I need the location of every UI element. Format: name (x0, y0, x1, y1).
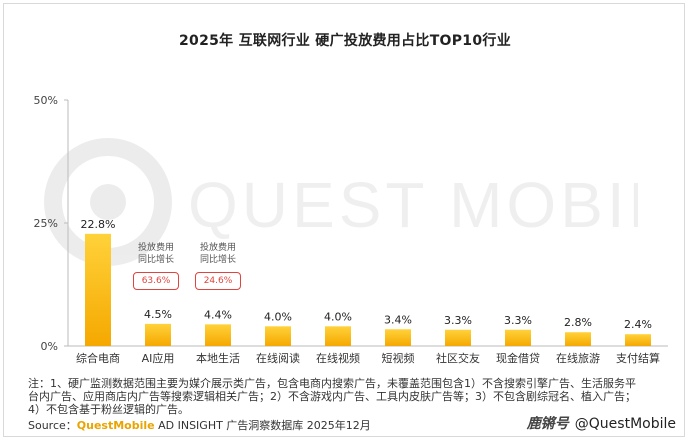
bar (85, 233, 111, 346)
x-tick-label: 现金借贷 (496, 351, 540, 365)
bar-value-label: 3.3% (504, 314, 532, 327)
bar-value-label: 3.4% (384, 313, 412, 326)
source-prefix: Source： (28, 419, 77, 432)
growth-annotation-local-label: 投放费用 同比增长 (194, 242, 242, 266)
bar-value-label: 3.3% (444, 314, 472, 327)
bar (145, 323, 171, 346)
growth-annotation-ai-line2: 同比增长 (137, 255, 174, 265)
bar-value-label: 4.5% (144, 308, 172, 321)
growth-annotation-ai-label: 投放费用 同比增长 (132, 242, 180, 266)
bar (445, 329, 471, 346)
bar-value-label: 2.4% (624, 318, 652, 331)
bar-value-label: 2.8% (564, 316, 592, 329)
x-tick-label: 本地生活 (196, 351, 240, 365)
y-tick-label: 0% (41, 340, 58, 353)
y-tick-label: 50% (34, 94, 58, 107)
growth-annotation-local-value: 24.6% (195, 272, 241, 290)
credit-handle: @QuestMobile (574, 416, 676, 432)
bar (385, 329, 411, 346)
source-line: Source：QuestMobile AD INSIGHT 广告洞察数据库 20… (28, 417, 371, 433)
bar (265, 326, 291, 346)
x-tick-label: 在线阅读 (256, 351, 300, 365)
growth-annotation-local-line2: 同比增长 (199, 255, 236, 265)
bar-value-label: 4.0% (264, 310, 292, 323)
watermark-logo: QUEST MOBILE (44, 138, 638, 266)
source-brand: QuestMobile (76, 419, 155, 432)
bar-value-label: 4.0% (324, 310, 352, 323)
footnote: 注：1、硬广监测数据范围主要为媒介展示类广告，包含电商内搜索广告，未覆盖范围包含… (28, 377, 636, 416)
x-tick-label: 综合电商 (76, 351, 120, 365)
x-tick-label: 在线旅游 (556, 351, 600, 365)
x-tick-label: 支付结算 (616, 351, 660, 365)
x-tick-label: 在线视频 (316, 351, 360, 365)
bar (625, 334, 651, 346)
bar (565, 332, 591, 346)
growth-annotation-local-line1: 投放费用 (199, 243, 236, 253)
source-rest: AD INSIGHT 广告洞察数据库 2025年12月 (154, 419, 371, 432)
y-tick-label: 25% (34, 217, 58, 230)
bar-value-label: 22.8% (81, 218, 116, 231)
x-tick-label: AI应用 (142, 351, 175, 365)
chart-title: 2025年 互联网行业 硬广投放费用占比TOP10行业 (178, 33, 511, 49)
chart-frame (3, 3, 685, 437)
bar-value-label: 4.4% (204, 308, 232, 321)
x-tick-label: 短视频 (382, 351, 415, 365)
watermark-text: QUEST MOBILE (188, 169, 638, 241)
credit-logo: 鹿锵号 (526, 416, 569, 432)
credit-line: 鹿锵号 @QuestMobile (527, 413, 676, 433)
bar (505, 329, 531, 346)
bar (325, 326, 351, 346)
growth-annotation-ai-line1: 投放费用 (137, 243, 174, 253)
bar (205, 324, 231, 346)
growth-annotation-ai-value: 63.6% (133, 272, 179, 290)
x-tick-label: 社区交友 (436, 351, 480, 365)
